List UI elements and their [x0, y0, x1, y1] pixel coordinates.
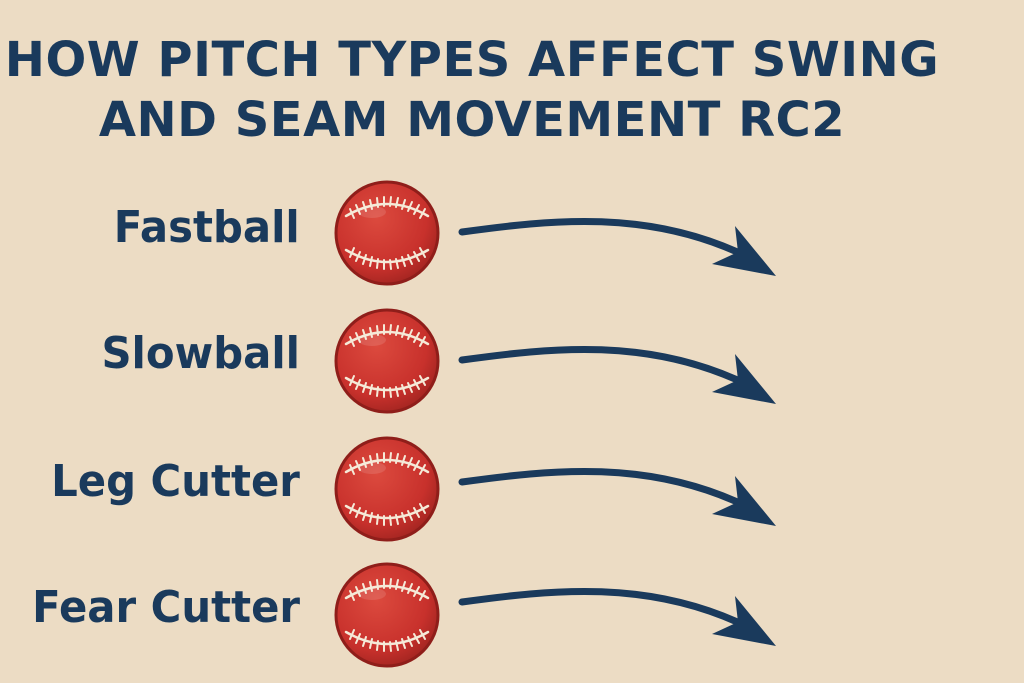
- page-title: HOW PITCH TYPES AFFECT SWING AND SEAM MO…: [0, 30, 944, 150]
- pitch-label-fear-cutter: Fear Cutter: [32, 582, 300, 633]
- cricket-ball-icon: [332, 178, 442, 288]
- pitch-label-fastball: Fastball: [114, 202, 300, 253]
- title-line-1: HOW PITCH TYPES AFFECT SWING: [4, 32, 940, 88]
- curved-arrow-icon: [450, 326, 790, 426]
- curved-arrow-icon: [450, 198, 790, 298]
- cricket-ball-icon: [332, 306, 442, 416]
- pitch-label-leg-cutter: Leg Cutter: [51, 456, 300, 507]
- pitch-label-slowball: Slowball: [101, 328, 300, 379]
- cricket-ball-icon: [332, 560, 442, 670]
- cricket-ball-icon: [332, 434, 442, 544]
- curved-arrow-icon: [450, 448, 790, 548]
- curved-arrow-icon: [450, 568, 790, 668]
- title-line-2: AND SEAM MOVEMENT RC2: [98, 92, 846, 148]
